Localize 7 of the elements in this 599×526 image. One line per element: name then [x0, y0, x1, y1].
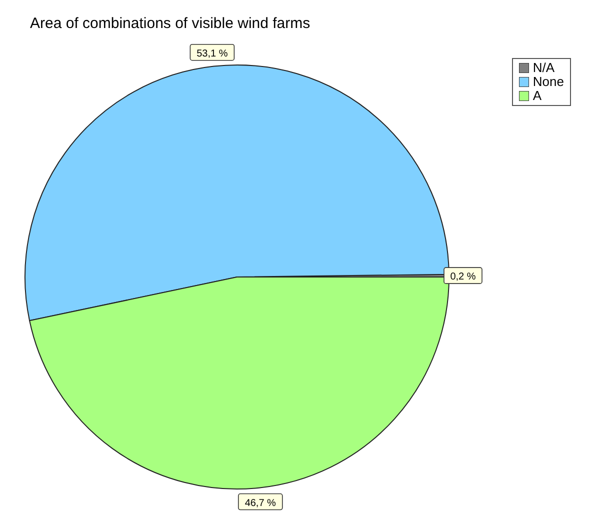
chart-title: Area of combinations of visible wind farms	[30, 15, 310, 32]
data-label: 46,7 %	[244, 498, 276, 509]
legend-label: A	[532, 88, 542, 103]
data-label: 0,2 %	[450, 272, 476, 283]
data-label: 53,1 %	[196, 48, 228, 60]
legend-label: None	[532, 74, 564, 89]
legend-label: N/A	[532, 60, 555, 75]
